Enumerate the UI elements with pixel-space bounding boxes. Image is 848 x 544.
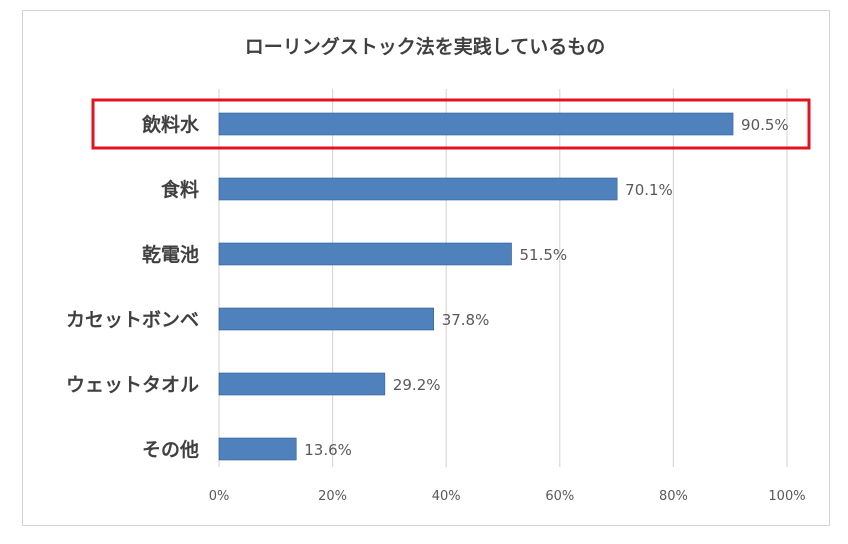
bars <box>218 112 734 461</box>
bar <box>218 437 297 461</box>
data-labels: 90.5% 70.1% 51.5% 37.8% 29.2% 13.6% <box>304 116 788 459</box>
x-tick-label: 100% <box>768 489 805 504</box>
x-tick-label: 0% <box>209 489 230 504</box>
x-tick-label: 60% <box>545 489 574 504</box>
category-label: ウェットタオル <box>66 374 199 396</box>
x-tick-label: 40% <box>432 489 461 504</box>
category-label: 食料 <box>161 178 199 201</box>
chart-frame: ローリングストック法を実践しているもの 飲料水食料乾電池カセットボンベ ウェットタ… <box>22 10 830 526</box>
x-axis-ticks: 0% 20% 40% 60% 80% 100% <box>209 489 806 504</box>
category-label: その他 <box>142 438 199 461</box>
bar <box>218 372 386 396</box>
category-label: カセットボンベ <box>66 309 199 331</box>
grid <box>218 89 788 467</box>
bar <box>218 177 618 201</box>
highlight <box>91 98 811 150</box>
category-label: 乾電池 <box>142 243 199 266</box>
data-label: 70.1% <box>625 181 673 199</box>
data-label: 13.6% <box>304 441 352 459</box>
bar <box>218 112 734 136</box>
x-tick-label: 80% <box>659 489 688 504</box>
bar-chart: ローリングストック法を実践しているもの 飲料水食料乾電池カセットボンベウェットタ… <box>66 35 811 504</box>
data-label: 90.5% <box>741 116 789 134</box>
chart-title: ローリングストック法を実践しているもの <box>245 35 605 58</box>
bar <box>218 242 512 266</box>
data-label: 29.2% <box>393 376 441 394</box>
bar <box>218 307 435 331</box>
x-tick-label: 20% <box>318 489 347 504</box>
data-label: 51.5% <box>520 246 568 264</box>
highlight-box <box>91 98 811 150</box>
category-label: 飲料水 <box>141 113 200 136</box>
data-label: 37.8% <box>442 311 490 329</box>
